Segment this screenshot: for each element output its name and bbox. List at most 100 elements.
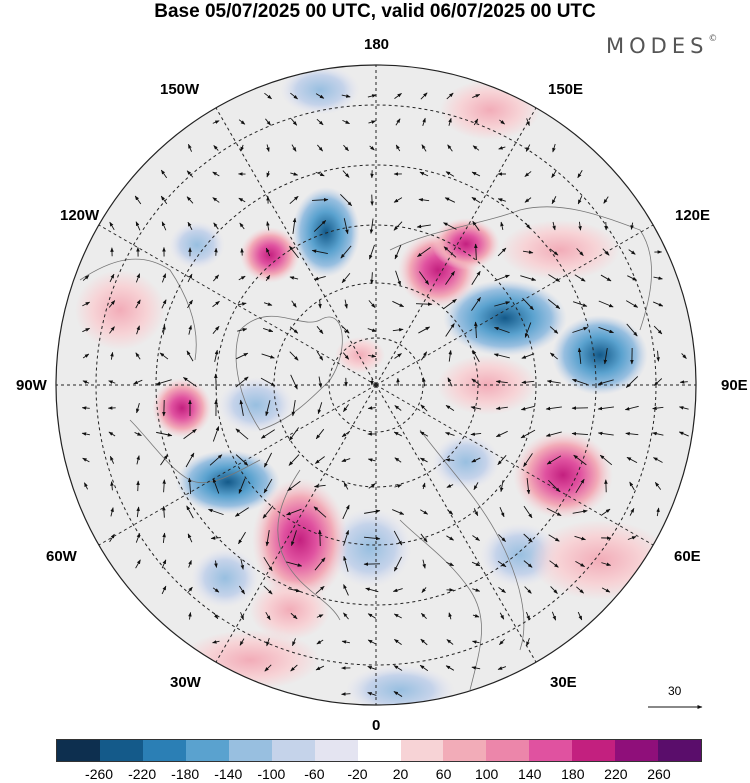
wind-vector-arrow <box>393 556 403 572</box>
wind-vector-arrow <box>598 300 614 308</box>
anomaly-blob <box>250 580 330 640</box>
colorbar-segment <box>99 740 143 761</box>
wind-vector-arrow <box>471 561 481 567</box>
wind-vector-arrow <box>368 483 376 489</box>
anomaly-blob <box>345 665 455 705</box>
wind-vector-arrow <box>497 560 507 568</box>
wind-vector-arrow <box>212 171 220 177</box>
wind-vector-arrow <box>134 432 142 436</box>
wind-vector-arrow <box>499 612 505 620</box>
wind-vector-arrow <box>422 117 426 126</box>
wind-vector-arrow <box>549 352 558 360</box>
wind-vector-arrow <box>393 221 403 231</box>
wind-vector-arrow <box>289 326 299 334</box>
wind-vector-arrow <box>234 507 249 517</box>
colorbar-segment <box>529 740 573 761</box>
wind-vector-arrow <box>214 349 219 362</box>
wind-vector-arrow <box>499 480 504 493</box>
anomaly-blob <box>180 630 320 690</box>
wind-vector-arrow <box>237 302 247 306</box>
wind-vector-arrow <box>240 612 244 621</box>
wind-vector-arrow <box>315 93 325 99</box>
anomaly-blob <box>328 508 412 588</box>
wind-vector-arrow <box>523 560 533 568</box>
wind-vector-arrow <box>446 509 454 515</box>
wind-vector-arrow <box>263 556 273 572</box>
anomaly-blob <box>443 280 567 356</box>
wind-vector-arrow <box>263 328 274 333</box>
wind-vector-arrow <box>545 431 562 437</box>
wind-vector-arrow <box>597 406 614 411</box>
wind-vector-arrow <box>420 533 428 543</box>
anomaly-blob <box>513 431 613 519</box>
wind-vector-arrow <box>472 614 480 618</box>
anomaly-blob <box>240 227 300 283</box>
wind-vector-arrow <box>656 350 660 362</box>
wind-vector-arrow <box>135 221 141 231</box>
wind-vector-arrow <box>418 271 430 285</box>
wind-vector-arrow <box>577 170 583 179</box>
wind-vector-arrow <box>235 352 249 360</box>
wind-vector-arrow <box>598 326 614 334</box>
wind-vector-arrow <box>108 431 116 437</box>
wind-vector-arrow <box>109 455 115 464</box>
colorbar-tick-label: -220 <box>128 766 157 782</box>
wind-vector-arrow <box>470 432 482 436</box>
wind-vector-arrow <box>498 587 506 593</box>
colorbar-tick-label: 180 <box>561 766 585 782</box>
wind-vector-arrow <box>603 348 608 365</box>
wind-vector-arrow <box>471 171 481 177</box>
wind-vector-arrow <box>81 432 90 436</box>
wind-vector-arrow <box>343 555 349 572</box>
wind-vector-arrow <box>495 406 508 411</box>
wind-vector-arrow <box>392 300 405 308</box>
wind-vector-arrow <box>624 405 639 411</box>
wind-vector-arrow <box>472 93 481 99</box>
wind-vector-arrow <box>395 118 401 126</box>
colorbar-tick-label: -140 <box>214 766 243 782</box>
anomaly-blob <box>280 65 360 115</box>
wind-vector-arrow <box>265 611 271 621</box>
wind-vector-arrow <box>369 218 374 234</box>
wind-vector-arrow <box>573 454 587 466</box>
wind-vector-arrow <box>291 530 297 547</box>
wind-vector-arrow <box>237 328 248 332</box>
wind-vector-arrow <box>497 666 507 670</box>
wind-vector-arrow <box>445 665 455 671</box>
wind-vector-arrow <box>418 326 431 334</box>
wind-vector-arrow <box>135 532 141 543</box>
wind-vector-arrow <box>577 347 582 365</box>
wind-vector-arrow <box>601 508 611 516</box>
coastline <box>419 429 525 651</box>
wind-vector-arrow <box>524 586 532 594</box>
wind-vector-arrow <box>162 532 166 543</box>
wind-vector-arrow <box>551 170 557 179</box>
wind-vector-arrow <box>447 377 453 387</box>
wind-vector-arrow <box>187 273 193 283</box>
wind-vector-arrow <box>369 145 375 151</box>
wind-vector-arrow <box>422 377 426 387</box>
anomaly-blob <box>500 220 620 280</box>
wind-vector-arrow <box>212 640 220 644</box>
wind-vector-arrow <box>576 586 584 594</box>
wind-vector-arrow <box>394 353 402 359</box>
wind-vector-arrow <box>523 505 533 519</box>
wind-vector-arrow <box>523 533 533 543</box>
wind-vector-arrow <box>186 350 194 362</box>
colorbar-tick-label: -100 <box>257 766 286 782</box>
wind-vector-arrow <box>393 691 403 697</box>
wind-vector-arrow <box>630 222 634 230</box>
wind-vector-arrow <box>448 117 452 126</box>
wind-vector-arrow <box>364 509 381 514</box>
lon-label-150e: 150E <box>548 81 584 98</box>
wind-vector-arrow <box>418 198 430 202</box>
wind-vector-arrow <box>341 640 350 644</box>
wind-vector-arrow <box>626 456 638 464</box>
wind-vector-arrow <box>499 506 505 518</box>
wind-vector-arrow <box>679 380 688 384</box>
wind-vector-arrow <box>497 247 507 257</box>
colorbar-tick-label: -60 <box>304 766 325 782</box>
wind-vector-arrow <box>497 455 507 466</box>
wind-vector-arrow <box>597 379 614 385</box>
wind-vector-arrow <box>315 585 325 595</box>
